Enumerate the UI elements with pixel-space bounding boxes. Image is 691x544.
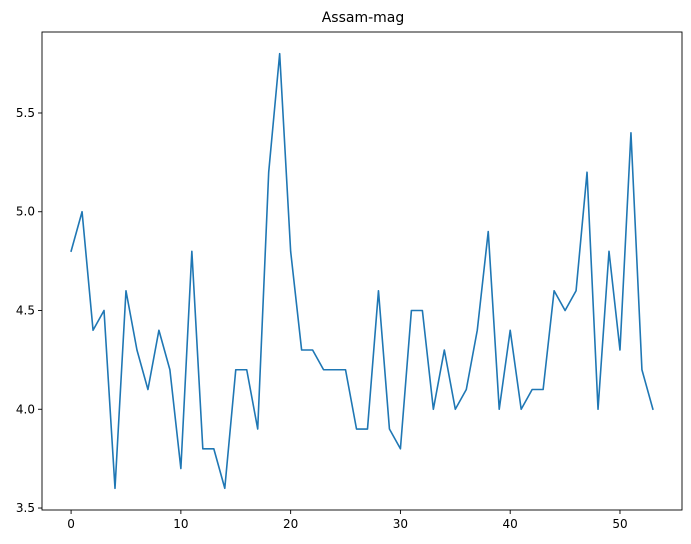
y-axis-ticks: 3.5 4.0 4.5 5.0 5.5 xyxy=(16,106,42,515)
x-tick-label: 50 xyxy=(612,517,627,531)
x-tick-label: 30 xyxy=(393,517,408,531)
y-tick-label: 5.5 xyxy=(16,106,35,120)
y-tick-label: 3.5 xyxy=(16,501,35,515)
x-axis-ticks: 0 10 20 30 40 50 xyxy=(67,510,628,531)
x-tick-label: 0 xyxy=(67,517,75,531)
y-tick-label: 4.0 xyxy=(16,402,35,416)
y-tick-label: 5.0 xyxy=(16,205,35,219)
plot-frame xyxy=(41,31,683,511)
x-tick-label: 10 xyxy=(173,517,188,531)
x-tick-label: 20 xyxy=(283,517,298,531)
y-tick-label: 4.5 xyxy=(16,304,35,318)
chart-title: Assam-mag xyxy=(322,10,405,26)
x-tick-label: 40 xyxy=(503,517,518,531)
series-layer xyxy=(70,52,654,490)
series-line xyxy=(70,52,654,490)
